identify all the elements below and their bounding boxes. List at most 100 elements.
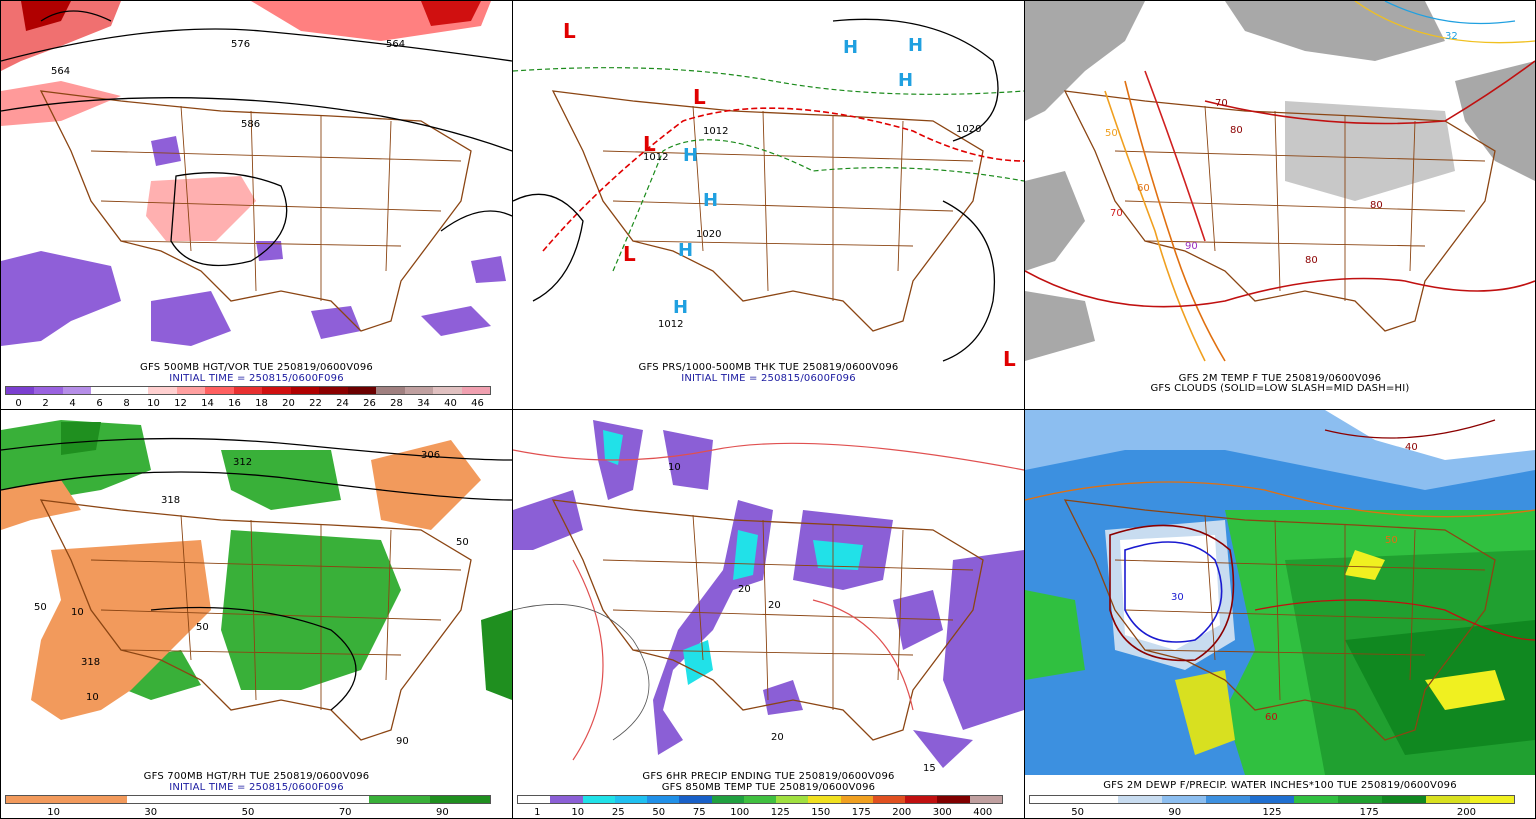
- contour-label: 50: [196, 622, 209, 633]
- isotherm-label: 20: [768, 600, 781, 611]
- colorbar: [5, 795, 491, 804]
- low-marker: L: [1003, 347, 1016, 366]
- colorbar-swatch: [429, 796, 490, 803]
- isotherm-label: 20: [771, 732, 784, 743]
- high-marker: H: [673, 297, 688, 318]
- colorbar-swatch: [66, 796, 127, 803]
- colorbar-swatch: [808, 796, 841, 803]
- colorbar-tick-label: 90: [436, 807, 449, 818]
- colorbar-swatch: [369, 796, 430, 803]
- contour-label: 312: [233, 457, 252, 468]
- colorbar-swatch: [776, 796, 809, 803]
- colorbar-swatch: [290, 387, 320, 394]
- colorbar-swatch: [647, 796, 680, 803]
- colorbar-tick-label: 30: [144, 807, 158, 818]
- contour-label: 576: [231, 39, 250, 50]
- colorbar-tick-label: 1: [534, 807, 541, 818]
- colorbar-tick-label: 200: [1456, 807, 1476, 818]
- dewpoint-label: 50: [1385, 535, 1398, 546]
- colorbar-swatch: [34, 387, 63, 394]
- colorbar-swatch: [347, 387, 377, 394]
- panel-caption-init: INITIAL TIME = 250815/0600F096: [681, 373, 856, 384]
- colorbar-tick-label: 70: [338, 807, 352, 818]
- colorbar-swatch: [461, 387, 490, 394]
- colorbar-tick-label: 14: [201, 398, 214, 409]
- colorbar-tick-label: 8: [123, 398, 130, 409]
- isotherm-label: 70: [1215, 98, 1228, 109]
- isobar-label: 1012: [643, 152, 668, 163]
- colorbar-swatch: [6, 387, 35, 394]
- colorbar-tick-label: 300: [932, 807, 952, 818]
- colorbar-tick-label: 46: [471, 398, 484, 409]
- colorbar-swatch: [937, 796, 970, 803]
- contour-label: 50: [456, 537, 469, 548]
- colorbar-tick-label: 6: [96, 398, 103, 409]
- colorbar-swatch: [262, 387, 291, 394]
- colorbar-tick-label: 16: [228, 398, 241, 409]
- colorbar-swatch: [376, 387, 405, 394]
- colorbar-tick-label: 10: [147, 398, 160, 409]
- colorbar-swatch: [1382, 796, 1426, 803]
- colorbar-tick-label: 75: [692, 807, 706, 818]
- colorbar-tick-label: 25: [611, 807, 625, 818]
- low-marker: L: [643, 132, 656, 156]
- panel-caption-clouds: GFS CLOUDS (SOLID=LOW SLASH=MID DASH=HI): [1150, 383, 1410, 394]
- colorbar-swatch: [840, 796, 873, 803]
- isotherm-label: 90: [1185, 241, 1198, 252]
- colorbar-tick-label: 26: [363, 398, 376, 409]
- map-700mb: 50 312 306 10 50 318 10 50 90 318: [1, 410, 512, 775]
- colorbar-swatch: [1338, 796, 1382, 803]
- colorbar-tick-label: 175: [1359, 807, 1379, 818]
- isotherm-label: 15: [923, 763, 936, 774]
- colorbar-swatch: [582, 796, 615, 803]
- colorbar-swatch: [550, 796, 583, 803]
- colorbar-tick-label: 175: [851, 807, 871, 818]
- isobar-label: 1020: [956, 124, 981, 135]
- low-marker: L: [693, 85, 706, 109]
- colorbar-ticks: 1 10 25 50 75 100 125 150 175 200 300 400: [517, 807, 1003, 818]
- panel-700mb-hgt-rh: 50 312 306 10 50 318 10 50 90 318 GFS 70…: [0, 409, 513, 819]
- isotherm-label: 10: [668, 462, 681, 473]
- isotherm-label: 50: [1105, 128, 1118, 139]
- isotherm-label: 80: [1305, 255, 1318, 266]
- dewpoint-label: 40: [1405, 442, 1418, 453]
- colorbar-swatch: [1074, 796, 1118, 803]
- panel-caption-title: GFS 2M DEWP F/PRECIP. WATER INCHES*100 T…: [1103, 780, 1457, 791]
- panel-precip-850mb: 10 20 20 15 20 GFS 6HR PRECIP ENDING TUE…: [512, 409, 1025, 819]
- colorbar-tick-label: 50: [652, 807, 666, 818]
- contour-label: 50: [34, 602, 47, 613]
- colorbar-tick-label: 150: [811, 807, 831, 818]
- colorbar-tick-label: 0: [15, 398, 22, 409]
- contour-label: 586: [241, 119, 260, 130]
- contour-label: 90: [396, 736, 409, 747]
- colorbar-swatch: [404, 387, 434, 394]
- colorbar-swatch: [1470, 796, 1514, 803]
- colorbar-swatch: [433, 387, 462, 394]
- colorbar: [5, 386, 491, 395]
- panel-2m-dewp-pwat: 40 30 50 60 GFS 2M DEWP F/PRECIP. WATER …: [1024, 409, 1536, 819]
- contour-label: 318: [161, 495, 180, 506]
- dewpoint-label: 60: [1265, 712, 1278, 723]
- colorbar-swatch: [119, 387, 149, 394]
- panel-caption-title: GFS PRS/1000-500MB THK TUE 250819/0600V0…: [638, 362, 899, 373]
- colorbar-swatch: [1294, 796, 1338, 803]
- colorbar-tick-label: 22: [309, 398, 322, 409]
- colorbar-tick-label: 125: [1262, 807, 1282, 818]
- colorbar-swatch: [205, 387, 234, 394]
- colorbar-swatch: [969, 796, 1002, 803]
- colorbar-tick-label: 10: [47, 807, 60, 818]
- colorbar-swatch: [679, 796, 712, 803]
- colorbar-ticks: 10 30 50 70 90: [5, 807, 491, 818]
- panel-caption-title: GFS 700MB HGT/RH TUE 250819/0600V096: [143, 771, 370, 782]
- panel-caption-init: INITIAL TIME = 250815/0600F096: [169, 782, 344, 793]
- contour-label: 564: [51, 66, 70, 77]
- colorbar-swatch: [905, 796, 938, 803]
- colorbar-tick-label: 40: [444, 398, 457, 409]
- colorbar-swatch: [187, 796, 248, 803]
- colorbar-swatch: [1030, 796, 1074, 803]
- contour-label: 306: [421, 450, 440, 461]
- colorbar-tick-label: 50: [241, 807, 255, 818]
- colorbar-tick-label: 20: [282, 398, 295, 409]
- high-marker: H: [908, 35, 923, 56]
- panel-caption-title: GFS 6HR PRECIP ENDING TUE 250819/0600V09…: [642, 771, 895, 782]
